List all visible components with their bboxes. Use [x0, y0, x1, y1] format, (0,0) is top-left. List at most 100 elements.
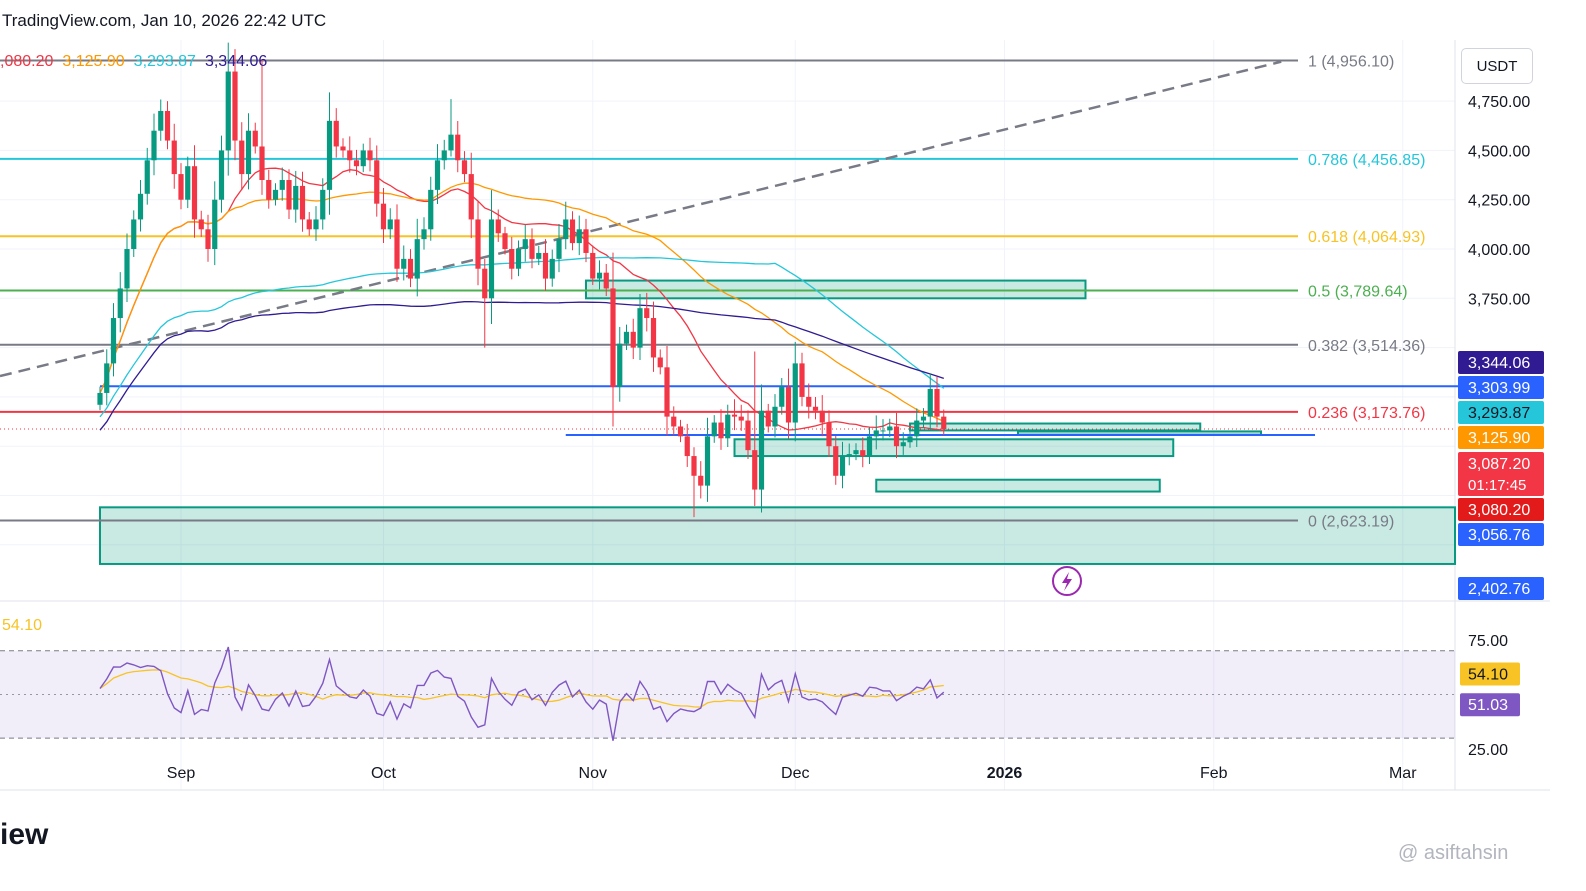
candle — [549, 249, 555, 287]
candle — [266, 169, 272, 209]
candle-body — [779, 387, 785, 407]
candle — [448, 99, 454, 157]
candle-body — [428, 189, 434, 230]
candle — [313, 206, 319, 241]
ma200-line — [99, 300, 945, 431]
candle — [907, 430, 913, 448]
candle-body — [650, 318, 657, 358]
candle-body — [887, 426, 893, 431]
candle — [542, 239, 549, 291]
candle — [806, 383, 812, 419]
candle — [97, 386, 103, 411]
candle-body — [110, 318, 117, 364]
candle — [812, 396, 819, 420]
candle-body — [718, 422, 724, 439]
price-label-text: 2,402.76 — [1468, 581, 1530, 598]
candle — [164, 101, 171, 150]
candle — [347, 136, 353, 173]
price-label-badge — [1458, 452, 1544, 496]
candle-body — [637, 308, 643, 348]
candle — [407, 249, 414, 288]
candle-body — [293, 185, 299, 210]
candle — [569, 211, 576, 251]
candle — [819, 395, 825, 437]
candle — [556, 224, 562, 273]
candle — [171, 123, 177, 189]
alert-lightning-icon[interactable] — [1052, 566, 1082, 596]
candle-body — [893, 426, 900, 447]
candle-body — [853, 450, 859, 455]
candle — [671, 406, 677, 436]
ma50-value: 3,125.90 — [62, 53, 125, 70]
candle-body — [104, 363, 110, 393]
price-axis[interactable]: 4,750.00 4,500.00 4,250.00 4,000.00 3,750.00 — [1468, 94, 1530, 308]
candle — [306, 212, 312, 236]
candle — [299, 171, 306, 232]
candle-body — [826, 422, 832, 447]
candle — [677, 419, 684, 443]
candle-body — [603, 272, 609, 289]
candle — [110, 303, 117, 377]
ma20-value: ,080.20 — [0, 53, 54, 70]
candle-body — [934, 389, 940, 417]
candle — [185, 156, 191, 209]
candle — [799, 352, 805, 407]
candle-body — [387, 219, 393, 230]
candle — [225, 42, 231, 176]
candle — [792, 341, 798, 442]
candle-body — [610, 288, 616, 388]
candle-body — [245, 130, 252, 175]
candle-body — [455, 134, 461, 161]
time-axis[interactable]: Sep Oct Nov Dec 2026 Feb Mar — [167, 765, 1417, 782]
candle-body — [360, 150, 366, 167]
price-label-badge — [1458, 577, 1544, 600]
candle-body — [374, 160, 380, 204]
zone-rect — [585, 279, 1087, 300]
candle-body — [596, 272, 603, 279]
candle — [178, 163, 184, 210]
candle — [509, 236, 515, 280]
candle-body — [340, 146, 346, 151]
candle-body — [833, 446, 839, 476]
candle-body — [711, 422, 717, 437]
candle-body — [758, 410, 765, 490]
candle-body — [488, 219, 495, 299]
candle-body — [279, 180, 285, 190]
ma50-line — [99, 182, 945, 422]
candle-body — [212, 199, 218, 250]
time-axis-label: 2026 — [987, 765, 1023, 782]
currency-selector[interactable]: USDT — [1461, 48, 1533, 84]
candle-body — [698, 475, 704, 486]
candle — [340, 138, 346, 158]
price-label-text: 3,125.90 — [1468, 430, 1530, 447]
candle-body — [684, 436, 690, 457]
tradingview-logo-text: iew — [0, 818, 49, 851]
candle — [320, 178, 326, 230]
price-label-badge — [1458, 401, 1544, 424]
candle — [380, 187, 387, 244]
candle-body — [495, 219, 501, 234]
candle — [387, 208, 393, 240]
candle — [873, 415, 879, 450]
candle-body — [583, 229, 589, 253]
candle-body — [272, 189, 279, 200]
candle-body — [434, 160, 441, 190]
candle-body — [380, 203, 387, 230]
rsi-value-badge — [1460, 662, 1520, 686]
candle-body — [401, 258, 407, 269]
price-label-badge — [1458, 376, 1544, 399]
candle — [131, 210, 137, 257]
candle — [745, 410, 751, 460]
candle-body — [448, 134, 454, 151]
candle-body — [414, 239, 420, 279]
candle — [461, 151, 468, 183]
candle — [272, 183, 279, 206]
candle-body — [677, 426, 684, 437]
candle-body — [785, 387, 792, 423]
rsi-value-label: 51.03 — [1468, 697, 1508, 714]
candle-body — [259, 146, 265, 180]
candle-body — [441, 150, 447, 161]
candle — [421, 217, 427, 250]
candle-body — [644, 308, 650, 319]
